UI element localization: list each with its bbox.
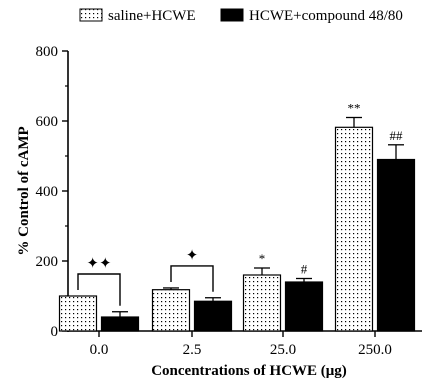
significance-bracket	[77, 273, 121, 306]
x-tick-label: 250.0	[358, 342, 392, 358]
legend-label: saline+HCWE	[108, 8, 196, 24]
bracket-mark: ✦	[186, 248, 199, 264]
y-tick-label: 400	[36, 184, 59, 200]
x-tick-label: 25.0	[270, 342, 296, 358]
bars: *#**##✦✦✦	[58, 101, 416, 332]
y-tick-label: 0	[51, 324, 59, 340]
bar-saline-hcwe-2	[242, 274, 282, 332]
bar-hcwe-compound-3	[376, 158, 416, 332]
legend: saline+HCWE HCWE+compound 48/80	[79, 8, 403, 24]
legend-label: HCWE+compound 48/80	[249, 8, 403, 24]
axis-labels: Concentrations of HCWE (μg) % Control of …	[16, 126, 347, 379]
bar-saline-hcwe-3	[334, 126, 374, 332]
significance-mark: ##	[390, 128, 404, 143]
x-tick-label: 2.5	[183, 342, 202, 358]
y-tick-label: 600	[36, 114, 59, 130]
y-axis-title: % Control of cAMP	[16, 126, 32, 255]
y-tick-label: 800	[36, 44, 59, 60]
bracket-mark: ✦✦	[86, 256, 111, 272]
x-tick-label: 0.0	[90, 342, 109, 358]
bar-hcwe-compound-0	[100, 316, 140, 332]
bar-saline-hcwe-0	[58, 295, 98, 332]
x-axis-title: Concentrations of HCWE (μg)	[151, 363, 347, 379]
legend-swatch	[79, 8, 103, 22]
significance-mark: **	[348, 101, 361, 116]
significance-mark: *	[259, 251, 266, 266]
y-tick-label: 200	[36, 254, 59, 270]
bar-hcwe-compound-1	[193, 300, 233, 332]
bar-hcwe-compound-2	[284, 281, 324, 332]
bar-saline-hcwe-1	[151, 289, 191, 332]
significance-bracket	[170, 265, 214, 292]
legend-swatch	[220, 8, 244, 22]
significance-mark: #	[301, 262, 308, 277]
